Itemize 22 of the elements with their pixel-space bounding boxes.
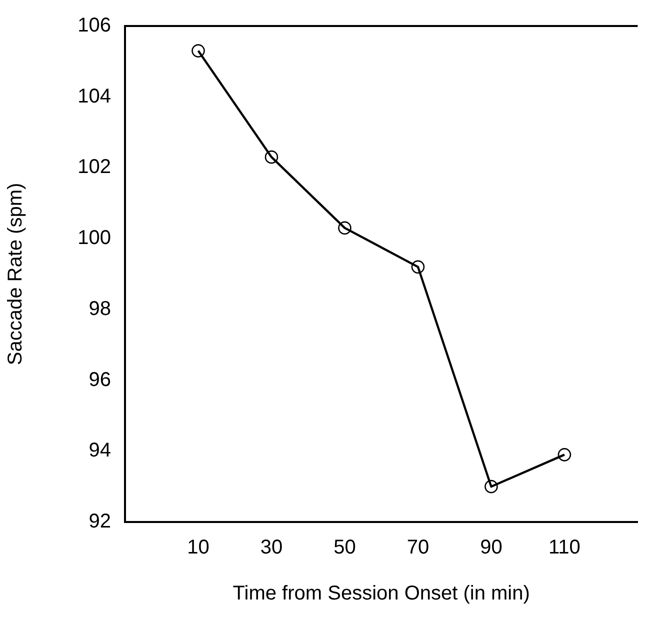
x-axis-title: Time from Session Onset (in min) (232, 582, 530, 605)
y-tick-label: 104 (78, 85, 111, 108)
point (192, 44, 205, 58)
y-axis-title: Saccade Rate (spm) (4, 182, 27, 366)
x-tick-label: 50 (334, 536, 356, 559)
point (558, 448, 572, 462)
point (264, 150, 278, 164)
x-tick-label: 10 (187, 536, 210, 559)
y-tick-label: 94 (88, 440, 111, 462)
y-tick-label: 100 (78, 227, 111, 250)
y-tick-label: 102 (78, 156, 111, 178)
x-tick-label: 30 (260, 536, 283, 559)
y-tick-label: 98 (88, 298, 111, 320)
point (411, 260, 425, 274)
y-tick-label: 106 (78, 14, 111, 37)
point (338, 221, 352, 235)
x-tick-label: 70 (406, 536, 430, 559)
x-tick-label: 110 (548, 536, 580, 559)
y-tick-label: 92 (88, 510, 111, 533)
point (484, 480, 498, 494)
y-tick-label: 96 (88, 368, 111, 391)
x-tick-label: 90 (480, 536, 502, 559)
